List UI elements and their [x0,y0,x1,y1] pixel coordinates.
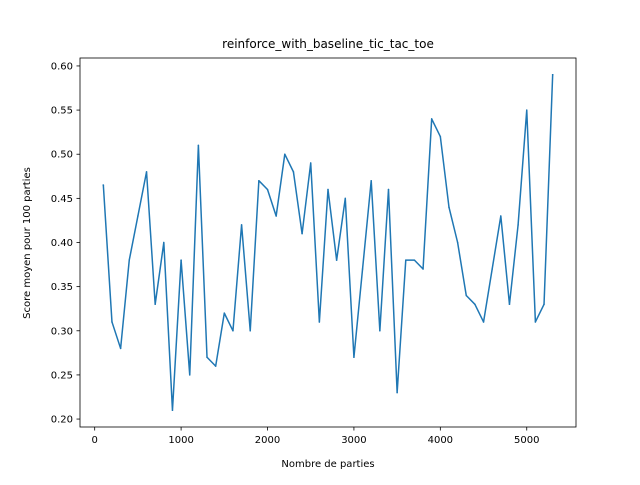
y-axis-label: Score moyen pour 100 parties [22,167,33,319]
data-point [353,356,355,359]
y-tick-label: 0.50 [51,150,73,161]
data-point [275,215,277,217]
y-tick-label: 0.55 [51,106,73,117]
data-point [197,144,200,147]
data-point [258,179,260,182]
x-tick-label: 0 [92,435,98,446]
chart-title: reinforce_with_baseline_tic_tac_toe [222,37,434,51]
data-point [422,268,424,270]
data-point [309,162,312,164]
data-point [430,118,433,120]
data-point [413,259,416,261]
data-point [517,224,519,226]
data-point [240,224,243,226]
data-point [111,321,113,323]
y-tick-label: 0.25 [51,370,73,381]
x-tick-label: 4000 [428,435,453,446]
data-point [405,259,407,261]
x-axis-ticks: 0 1000 2000 3000 4000 5000 [92,427,539,446]
x-tick-label: 5000 [514,435,539,446]
data-point [266,188,269,191]
data-point [292,171,295,173]
x-tick-label: 2000 [255,435,280,446]
y-tick-label: 0.60 [51,61,73,72]
data-point [526,109,528,111]
data-point [370,179,372,182]
data-point [534,321,537,323]
data-point [206,356,208,359]
data-point [387,188,390,191]
data-point [214,365,217,367]
y-tick-label: 0.45 [51,194,73,205]
data-point [396,391,398,394]
data-point [482,321,485,323]
data-point [456,241,459,244]
data-point [119,347,122,350]
y-tick-label: 0.30 [51,326,73,337]
data-point [223,312,226,314]
data-point [474,303,476,306]
x-tick-label: 3000 [341,435,366,446]
data-point [318,321,321,323]
data-point [491,268,493,270]
data-point [137,215,139,217]
data-point [500,215,502,217]
data-point [508,303,511,306]
data-point [163,241,165,244]
data-point [145,171,148,173]
x-axis-label: Nombre de parties [281,459,374,470]
y-axis-ticks: 0.20 0.25 0.30 0.35 0.40 0.45 0.50 0.55 0.60 [51,61,80,426]
data-point [232,330,234,332]
data-point [249,330,251,332]
data-point [301,232,303,235]
data-point [361,268,364,270]
x-tick-label: 1000 [168,435,193,446]
y-tick-label: 0.35 [51,282,73,293]
data-point [102,184,105,186]
data-point [188,374,191,376]
data-point [344,197,347,200]
data-point [335,259,338,261]
data-point [465,294,468,297]
data-point [128,259,130,261]
data-point [284,153,286,155]
data-point [379,330,381,332]
y-tick-label: 0.40 [51,238,73,249]
y-tick-label: 0.20 [51,415,73,426]
data-point [154,303,156,306]
data-point [327,188,329,191]
data-point [439,135,442,138]
data-point [551,74,554,76]
data-point [180,259,182,261]
data-point [543,303,545,306]
data-point [448,206,450,208]
data-point [171,409,174,411]
